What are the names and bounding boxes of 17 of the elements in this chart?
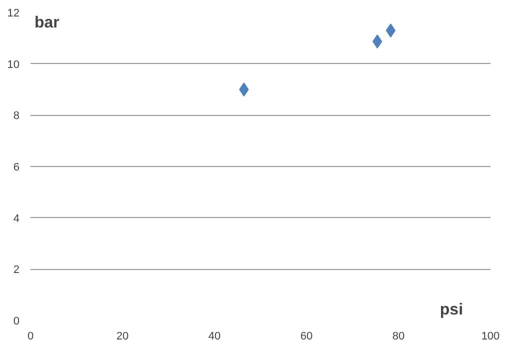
x-tick-label: 100 [481, 330, 500, 342]
x-axis-title: psi [440, 302, 464, 318]
y-tick-label: 4 [13, 212, 20, 225]
x-tick-label: 80 [392, 330, 405, 342]
x-tick-label: 0 [27, 330, 34, 342]
y-axis-title: bar [34, 14, 60, 32]
point [239, 82, 249, 96]
y-tick-label: 0 [13, 316, 20, 328]
y-tick-label: 12 [7, 8, 20, 20]
y-tick-label: 10 [7, 58, 20, 71]
y-tick-label: 2 [13, 264, 20, 276]
x-tick-label: 40 [208, 330, 221, 342]
x-tick-label: 20 [116, 330, 129, 342]
point [386, 23, 396, 38]
y-tick-label: 6 [13, 162, 20, 174]
x-tick-label: 60 [300, 330, 313, 342]
y-tick-label: 8 [13, 110, 20, 122]
